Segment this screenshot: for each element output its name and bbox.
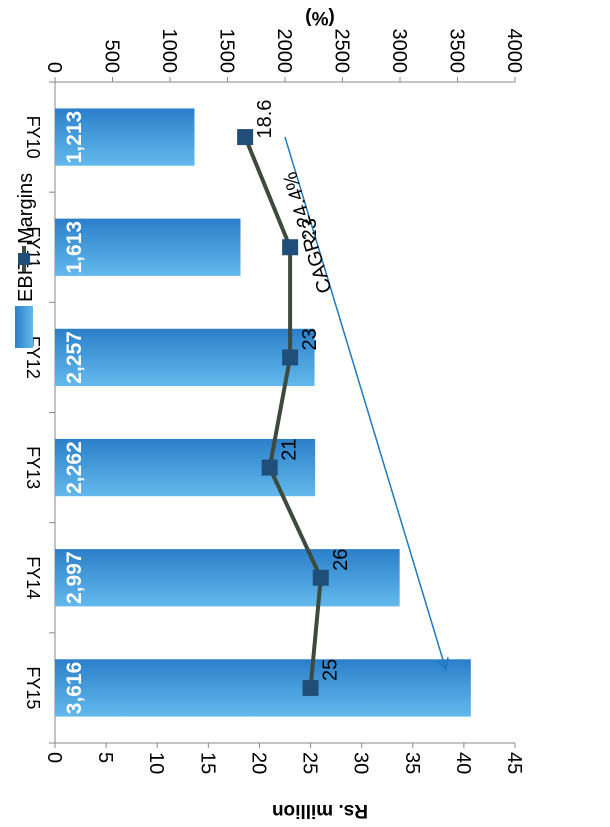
ebit-bar	[55, 438, 316, 497]
primary-tick-label: 1000	[158, 29, 180, 74]
legend: EBIT Margins	[15, 173, 37, 348]
margins-marker	[302, 679, 319, 696]
primary-tick-label: 2000	[273, 29, 295, 74]
secondary-tick-label: 15	[196, 752, 218, 774]
margins-marker	[282, 239, 299, 256]
primary-axis-title: Rs. million	[272, 800, 368, 821]
legend-label-ebit: EBIT	[15, 258, 37, 302]
margins-marker	[237, 129, 254, 146]
secondary-tick-label: 45	[503, 752, 525, 774]
primary-tick-label: 2500	[331, 29, 353, 74]
plot-area: 0 500 1000 1500 2000 2500 3000 3500 4000 0 5 10 15 20…	[23, 29, 525, 775]
cagr-arrowhead	[436, 656, 449, 672]
secondary-tick-label: 25	[299, 752, 321, 774]
secondary-tick-label: 20	[247, 752, 269, 774]
category-label: FY14	[23, 556, 43, 599]
category-label: FY15	[23, 666, 43, 709]
primary-tick-label: 4000	[503, 29, 525, 74]
legend-marker-margins	[18, 253, 30, 265]
secondary-tick-label: 40	[452, 752, 474, 774]
margins-data-label: 23	[299, 218, 321, 240]
secondary-axis-title: (%)	[305, 7, 335, 28]
ebit-bar	[55, 108, 195, 166]
secondary-tick-label: 30	[350, 752, 372, 774]
category-label: FY10	[23, 116, 43, 159]
margins-marker	[282, 349, 299, 366]
margins-data-label: 21	[279, 438, 301, 460]
margins-line	[243, 136, 323, 689]
margins-data-label: 18.6	[254, 100, 276, 139]
legend-swatch-ebit	[15, 306, 33, 348]
secondary-tick-label: 5	[94, 752, 116, 763]
secondary-tick-label: 10	[145, 752, 167, 774]
ebit-bar-label: 1,213	[63, 111, 86, 164]
category-label: FY13	[23, 446, 43, 489]
primary-tick-label: 0	[43, 62, 65, 73]
ebit-bar	[55, 328, 315, 387]
margins-data-label: 25	[320, 659, 342, 681]
margins-data-label: 26	[330, 549, 352, 571]
secondary-tick-label: 0	[43, 752, 65, 763]
primary-tick-label: 500	[101, 40, 123, 73]
primary-tick-label: 1500	[216, 29, 238, 74]
ebit-bar-label: 3,616	[63, 662, 86, 715]
ebit-bar-label: 2,262	[63, 441, 86, 494]
ebit-bar-label: 1,613	[63, 221, 86, 274]
ebit-bar-label: 2,997	[63, 551, 86, 604]
ebit-bar-label: 2,257	[63, 331, 86, 384]
margins-data-label: 23	[299, 328, 321, 350]
margins-marker	[312, 569, 329, 586]
primary-tick-label: 3500	[446, 29, 468, 74]
margins-marker	[261, 459, 278, 476]
primary-tick-label: 3000	[388, 29, 410, 74]
cagr-annotation: CAGR: 24.4%	[279, 169, 336, 296]
ebit-bar	[55, 659, 471, 717]
secondary-tick-label: 35	[401, 752, 423, 774]
legend-label-margins: Margins	[15, 173, 37, 244]
cagr-arrow	[284, 136, 447, 671]
ebit-bar	[55, 218, 241, 276]
